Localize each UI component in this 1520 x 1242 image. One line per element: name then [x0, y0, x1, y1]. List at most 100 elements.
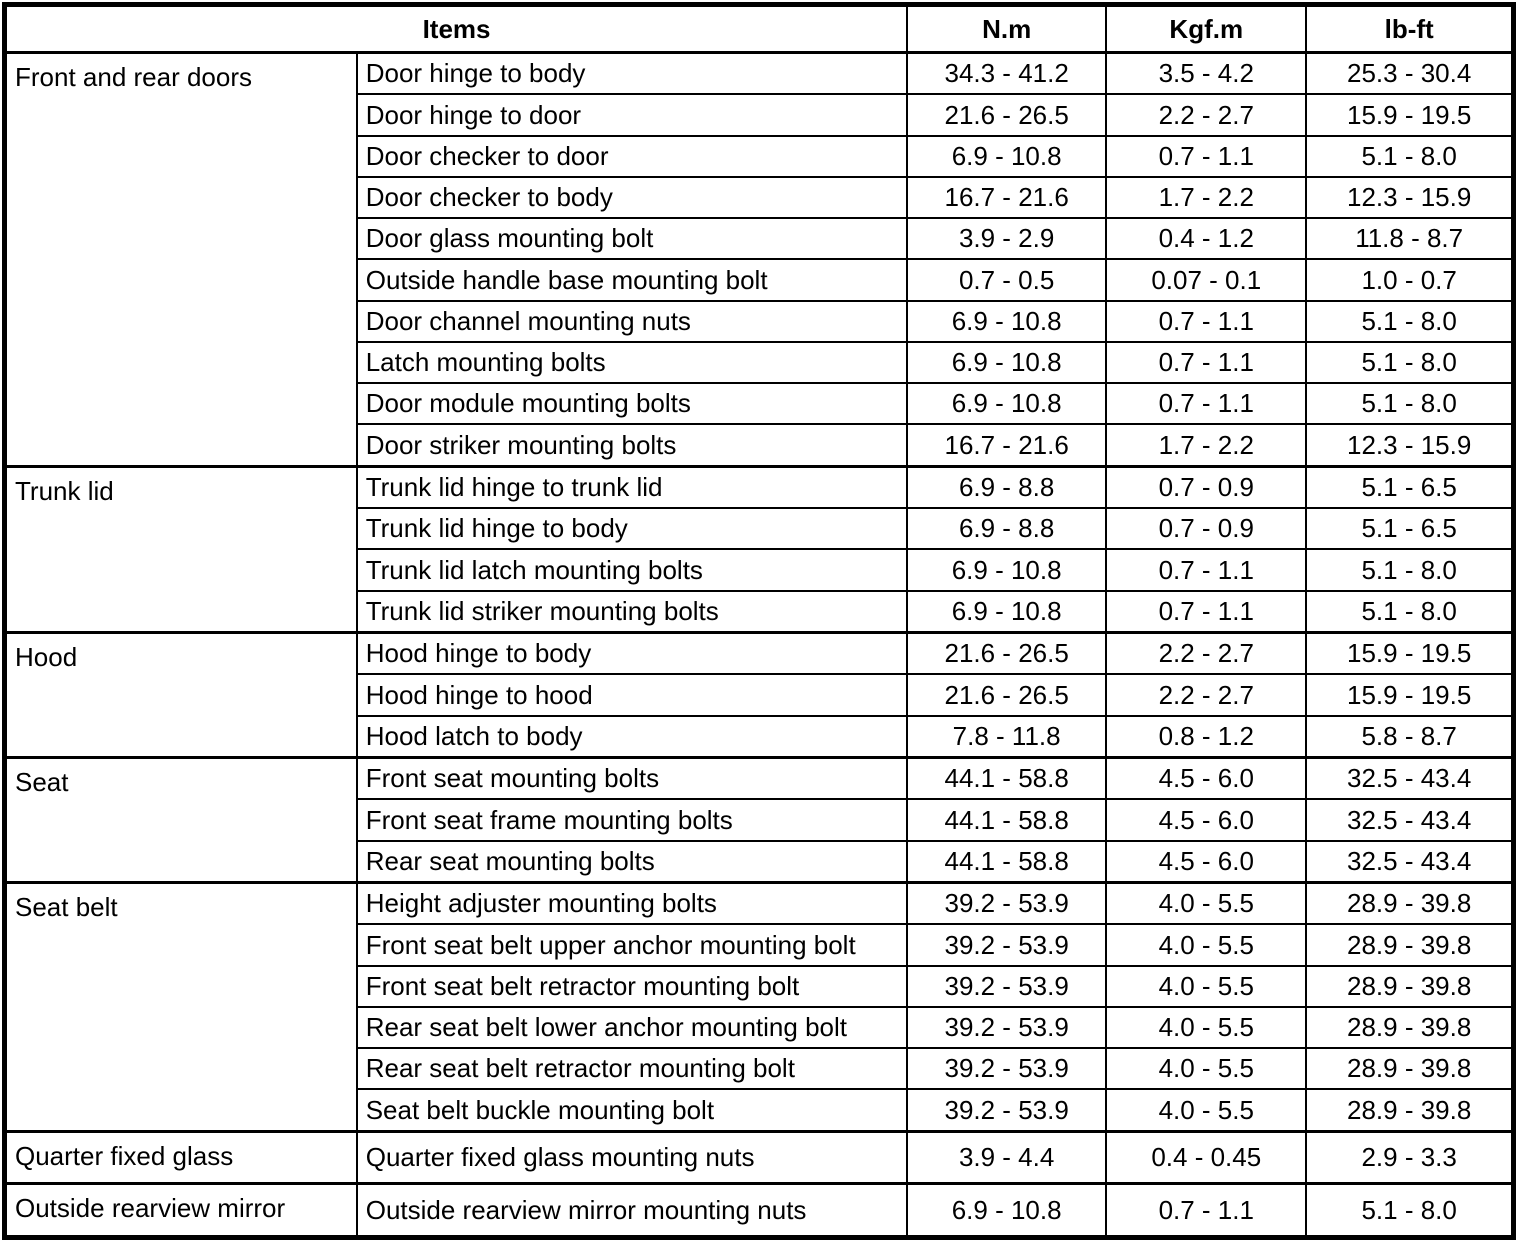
nm-value: 6.9 - 8.8 [906, 507, 1108, 551]
lbft-value: 5.8 - 8.7 [1305, 714, 1515, 759]
item-cell: Quarter fixed glass mounting nuts [355, 1129, 909, 1185]
kgfm-value: 0.7 - 0.9 [1105, 507, 1308, 551]
lbft-value: 28.9 - 39.8 [1305, 1088, 1515, 1133]
table-row: Door hinge to door 21.6 - 26.5 2.2 - 2.7 15… [5, 93, 1515, 137]
kgfm-value: 3.5 - 4.2 [1105, 51, 1308, 96]
item-cell: Trunk lid hinge to trunk lid [355, 464, 909, 510]
nm-value: 6.9 - 10.8 [906, 382, 1108, 426]
nm-value: 44.1 - 58.8 [906, 798, 1108, 842]
table-row: Trunk lid latch mounting bolts 6.9 - 10.8… [5, 548, 1515, 592]
nm-value: 21.6 - 26.5 [906, 93, 1108, 137]
item-cell: Door module mounting bolts [355, 382, 909, 426]
lbft-value: 15.9 - 19.5 [1305, 93, 1515, 137]
lbft-value: 28.9 - 39.8 [1305, 881, 1515, 926]
kgfm-value: 0.7 - 1.1 [1105, 382, 1308, 426]
category-cell: Quarter fixed glass [3, 1129, 358, 1185]
kgfm-value: 2.2 - 2.7 [1105, 631, 1308, 676]
item-cell: Front seat mounting bolts [355, 756, 909, 801]
table-row: Rear seat belt retractor mounting bolt 39… [5, 1047, 1515, 1091]
nm-value: 44.1 - 58.8 [906, 756, 1108, 801]
nm-value: 3.9 - 2.9 [906, 217, 1108, 261]
category-cell: Seat belt [3, 881, 358, 1133]
kgfm-value: 0.8 - 1.2 [1105, 714, 1308, 759]
table-row: Outside handle base mounting bolt 0.7 - 0… [5, 258, 1515, 302]
nm-value: 39.2 - 53.9 [906, 964, 1108, 1008]
kgfm-value: 4.5 - 6.0 [1105, 839, 1308, 884]
table-row: Rear seat belt lower anchor mounting bol… [5, 1005, 1515, 1050]
kgfm-value: 0.7 - 1.1 [1105, 548, 1308, 592]
nm-value: 6.9 - 8.8 [906, 464, 1108, 510]
kgfm-value: 1.7 - 2.2 [1105, 175, 1308, 220]
kgfm-value: 4.0 - 5.5 [1105, 1088, 1308, 1133]
nm-value: 39.2 - 53.9 [906, 1088, 1108, 1133]
table-row: Outside rearview mirror Outside rearview … [3, 1182, 1515, 1239]
item-cell: Door glass mounting bolt [355, 217, 909, 261]
item-cell: Front seat frame mounting bolts [355, 798, 909, 842]
lbft-value: 11.8 - 8.7 [1305, 217, 1515, 261]
header-row: Items N.m Kgf.m lb-ft [3, 3, 1515, 54]
item-cell: Outside rearview mirror mounting nuts [355, 1182, 909, 1239]
nm-value: 6.9 - 10.8 [906, 548, 1108, 592]
lbft-value: 5.1 - 8.0 [1305, 299, 1515, 343]
table-row: Quarter fixed glass Quarter fixed glass m… [3, 1129, 1515, 1185]
kgfm-value: 4.5 - 6.0 [1105, 756, 1308, 801]
kgfm-value: 4.0 - 5.5 [1105, 964, 1308, 1008]
nm-value: 6.9 - 10.8 [906, 589, 1108, 634]
nm-value: 6.9 - 10.8 [906, 134, 1108, 178]
table-row: Front and rear doors Door hinge to body 34… [3, 51, 1515, 468]
lbft-header: lb-ft [1305, 3, 1515, 54]
table-row: Door channel mounting nuts 6.9 - 10.8 0.7 … [5, 299, 1515, 343]
kgfm-value: 4.0 - 5.5 [1105, 881, 1308, 926]
item-cell: Rear seat belt lower anchor mounting bol… [355, 1005, 909, 1050]
table-row: Seat belt Height adjuster mounting bolts 3… [3, 881, 1515, 1133]
category-cell: Front and rear doors [3, 51, 358, 468]
table-row: Seat belt buckle mounting bolt 39.2 - 53.… [5, 1088, 1515, 1133]
nm-value: 39.2 - 53.9 [906, 1047, 1108, 1091]
item-cell: Door hinge to body [355, 51, 909, 96]
kgfm-value: 0.7 - 1.1 [1105, 134, 1308, 178]
table-row: Latch mounting bolts 6.9 - 10.8 0.7 - 1.1 5… [5, 340, 1515, 385]
nm-value: 6.9 - 10.8 [906, 299, 1108, 343]
kgfm-value: 2.2 - 2.7 [1105, 93, 1308, 137]
table-row: Door checker to body 16.7 - 21.6 1.7 - 2.2… [5, 175, 1515, 220]
kgfm-value: 0.7 - 1.1 [1105, 340, 1308, 385]
kgfm-value: 4.0 - 5.5 [1105, 1005, 1308, 1050]
category-cell: Seat [3, 756, 358, 884]
item-cell: Door checker to body [355, 175, 909, 220]
nm-value: 44.1 - 58.8 [906, 839, 1108, 884]
lbft-value: 2.9 - 3.3 [1305, 1129, 1515, 1185]
kgfm-value: 2.2 - 2.7 [1105, 673, 1308, 717]
nm-header: N.m [906, 3, 1108, 54]
nm-value: 6.9 - 10.8 [906, 1182, 1108, 1239]
table-row: Front seat belt upper anchor mounting bo… [5, 923, 1515, 967]
item-cell: Trunk lid striker mounting bolts [355, 589, 909, 634]
item-cell: Latch mounting bolts [355, 340, 909, 385]
item-cell: Front seat belt upper anchor mounting bo… [355, 923, 909, 967]
category-cell: Trunk lid [3, 464, 358, 634]
lbft-value: 1.0 - 0.7 [1305, 258, 1515, 302]
nm-value: 39.2 - 53.9 [906, 923, 1108, 967]
kgfm-value: 0.7 - 1.1 [1105, 1182, 1308, 1239]
lbft-value: 32.5 - 43.4 [1305, 839, 1515, 884]
nm-value: 21.6 - 26.5 [906, 673, 1108, 717]
nm-value: 16.7 - 21.6 [906, 423, 1108, 468]
lbft-value: 28.9 - 39.8 [1305, 1047, 1515, 1091]
table-row: Front seat belt retractor mounting bolt 3… [5, 964, 1515, 1008]
table-row: Hood hinge to hood 21.6 - 26.5 2.2 - 2.7 15… [5, 673, 1515, 717]
nm-value: 16.7 - 21.6 [906, 175, 1108, 220]
lbft-value: 15.9 - 19.5 [1305, 631, 1515, 676]
lbft-value: 12.3 - 15.9 [1305, 423, 1515, 468]
kgfm-value: 0.07 - 0.1 [1105, 258, 1308, 302]
lbft-value: 25.3 - 30.4 [1305, 51, 1515, 96]
nm-value: 39.2 - 53.9 [906, 881, 1108, 926]
category-cell: Outside rearview mirror [3, 1182, 358, 1239]
lbft-value: 5.1 - 8.0 [1305, 134, 1515, 178]
table-row: Door striker mounting bolts 16.7 - 21.6 1.… [5, 423, 1515, 468]
item-cell: Trunk lid hinge to body [355, 507, 909, 551]
table-row: Hood Hood hinge to body 21.6 - 26.5 2.2 - 2… [3, 631, 1515, 759]
item-cell: Hood hinge to body [355, 631, 909, 676]
table-row: Door checker to door 6.9 - 10.8 0.7 - 1.1 5… [5, 134, 1515, 178]
kgfm-value: 0.4 - 1.2 [1105, 217, 1308, 261]
lbft-value: 32.5 - 43.4 [1305, 756, 1515, 801]
